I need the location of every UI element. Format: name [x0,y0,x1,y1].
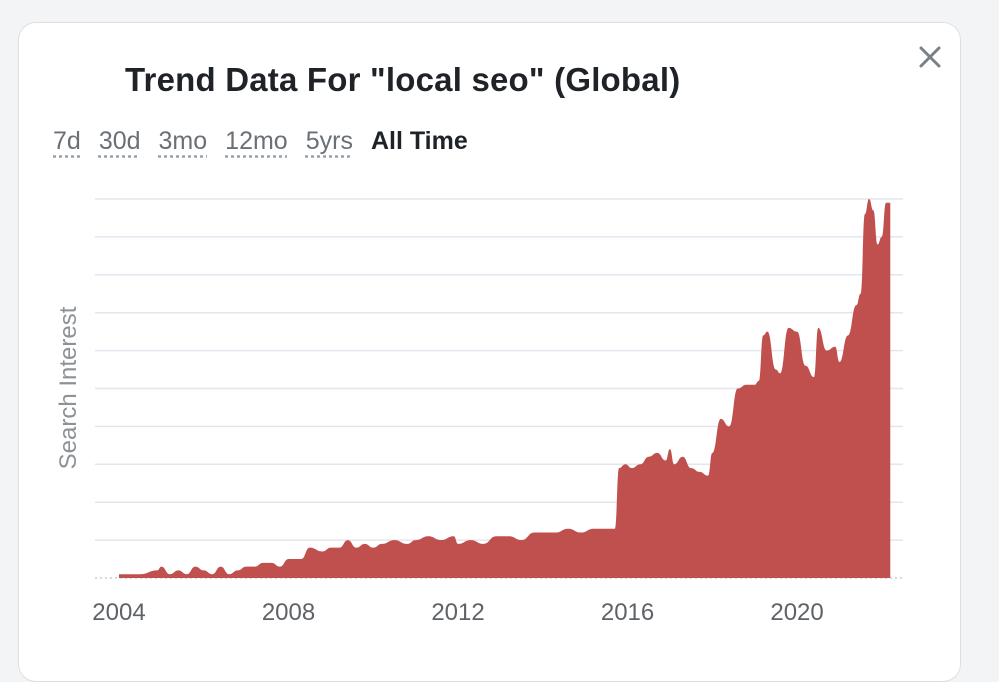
x-tick-label: 2020 [770,599,823,626]
x-tick-label: 2012 [431,599,484,626]
x-tick-label: 2016 [601,599,654,626]
y-axis-label: Search Interest [55,306,82,469]
x-tick-label: 2004 [92,599,145,626]
trend-chart: Search Interest 2004 2008 2012 2016 2020 [0,0,999,665]
x-axis: 2004 2008 2012 2016 2020 [92,599,823,626]
x-tick-label: 2008 [262,599,315,626]
